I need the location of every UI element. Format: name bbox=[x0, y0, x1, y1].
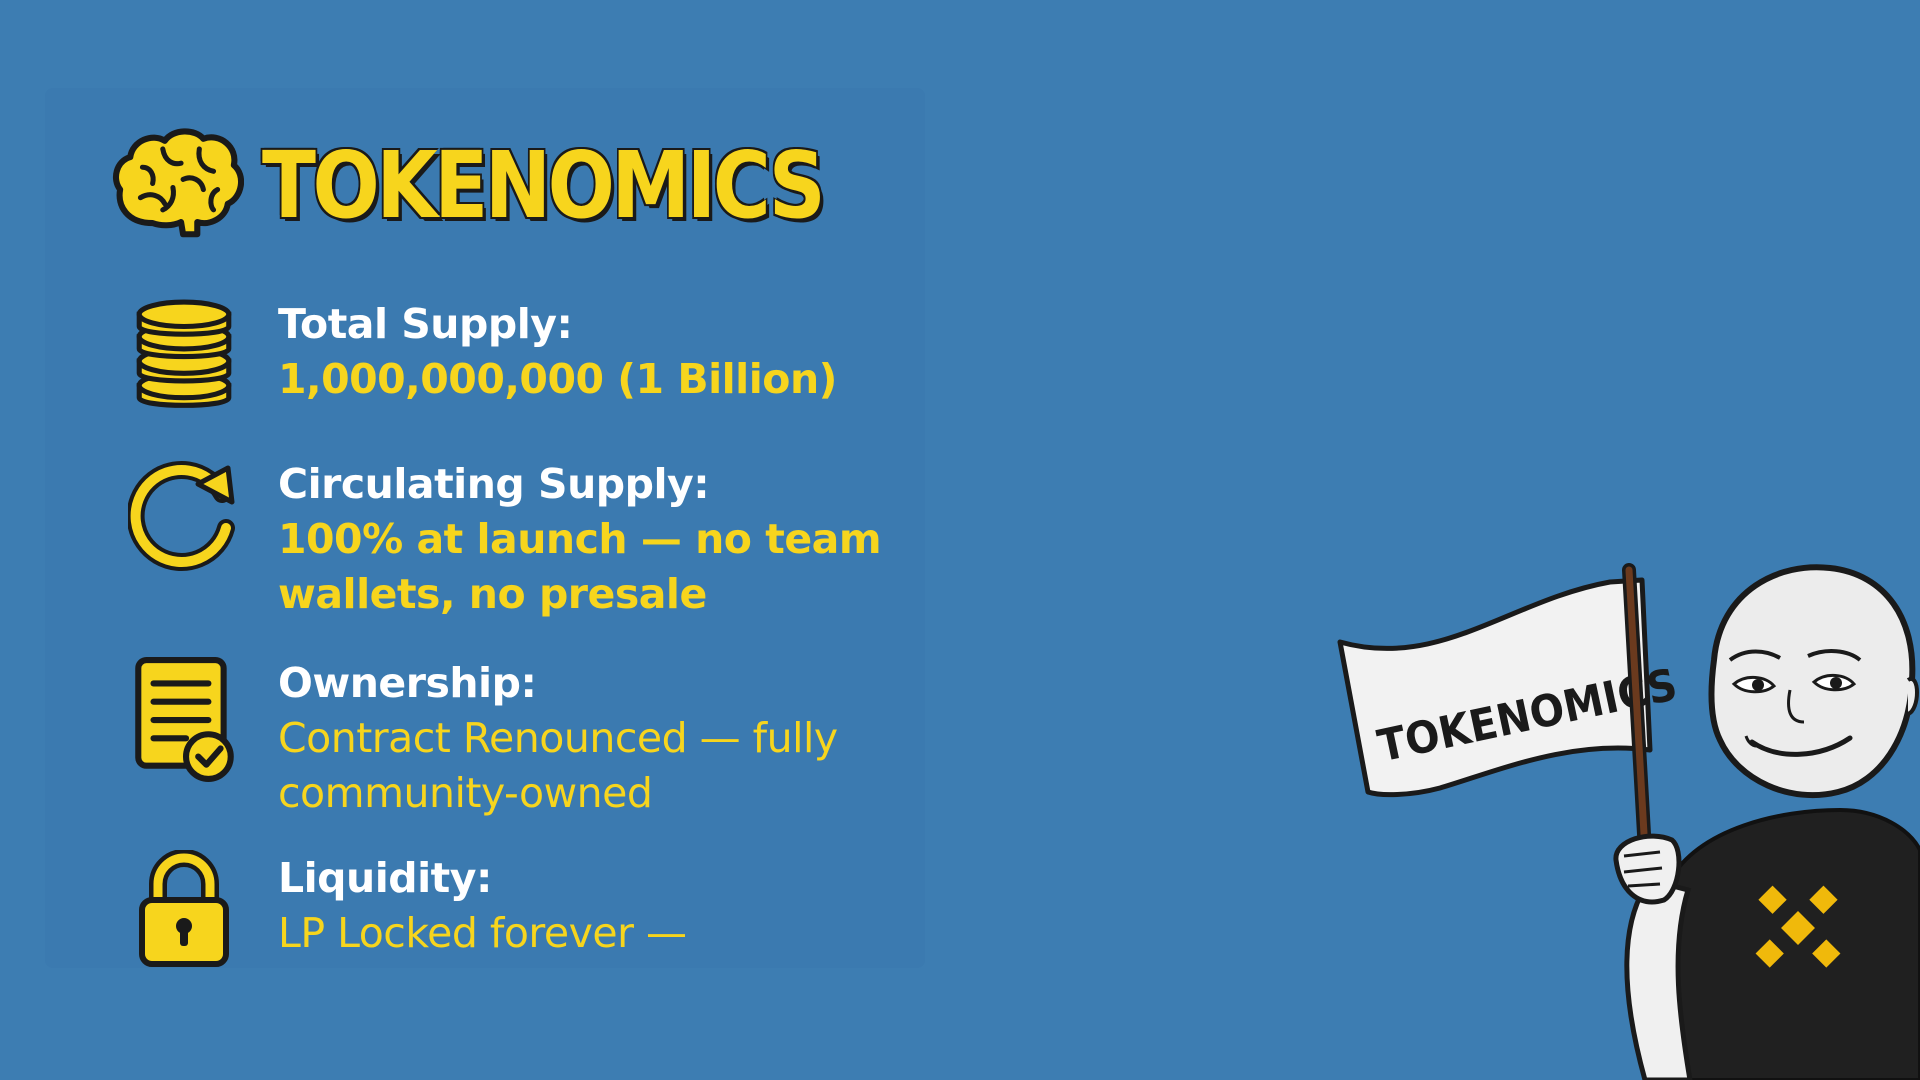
item-value: LP Locked forever — bbox=[278, 909, 687, 957]
item-value: 1,000,000,000 (1 Billion) bbox=[278, 355, 837, 403]
page-title: TOKENOMICS bbox=[262, 131, 826, 239]
tokenomics-item-liquidity: Liquidity: LP Locked forever — bbox=[128, 850, 687, 970]
brain-icon bbox=[112, 128, 244, 238]
document-check-icon bbox=[135, 657, 234, 782]
tokenomics-item-ownership: Ownership: Contract Renounced — fully co… bbox=[128, 655, 838, 821]
item-value: Contract Renounced — fully community-own… bbox=[278, 714, 838, 817]
item-label: Ownership: bbox=[278, 659, 537, 707]
item-label: Circulating Supply: bbox=[278, 460, 710, 508]
refresh-icon bbox=[128, 461, 235, 571]
item-label: Total Supply: bbox=[278, 300, 573, 348]
tokenomics-item-circulating-supply: Circulating Supply: 100% at launch — no … bbox=[128, 456, 882, 622]
item-value: 100% at launch — no team wallets, no pre… bbox=[278, 515, 882, 618]
flag bbox=[1337, 577, 1653, 798]
coin-stack-icon bbox=[136, 299, 232, 408]
title-row: TOKENOMICS bbox=[112, 126, 914, 244]
item-label: Liquidity: bbox=[278, 854, 492, 902]
mascot-illustration: TOKENOMICS bbox=[1337, 563, 1920, 1080]
padlock-icon bbox=[139, 850, 229, 967]
tokenomics-item-total-supply: Total Supply: 1,000,000,000 (1 Billion) bbox=[128, 296, 837, 414]
